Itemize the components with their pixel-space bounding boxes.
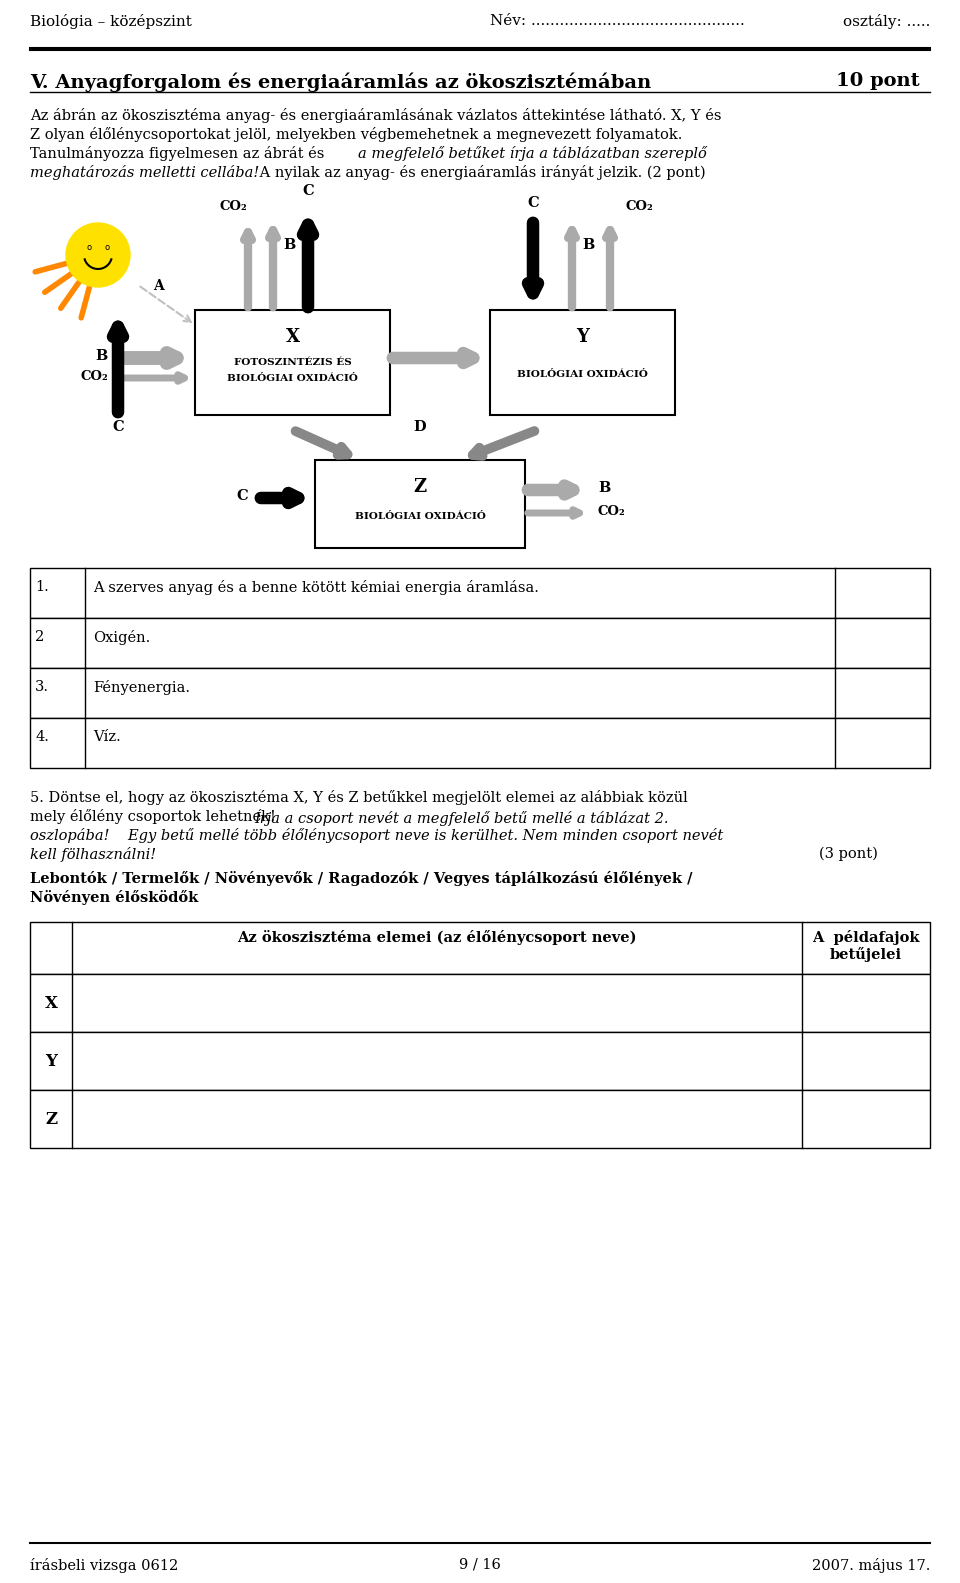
Text: B: B <box>96 348 108 363</box>
Text: A szerves anyag és a benne kötött kémiai energia áramlása.: A szerves anyag és a benne kötött kémiai… <box>93 579 539 595</box>
Text: FOTOSZINTÉZIS ÉS: FOTOSZINTÉZIS ÉS <box>233 358 351 367</box>
Text: C: C <box>527 196 539 211</box>
Text: Oxigén.: Oxigén. <box>93 630 151 644</box>
Text: osztály: .....: osztály: ..... <box>843 14 930 28</box>
Text: 2007. május 17.: 2007. május 17. <box>811 1558 930 1574</box>
Bar <box>30 974 930 1032</box>
Text: Az ökoszisztéma elemei (az élőlénycsoport neve): Az ökoszisztéma elemei (az élőlénycsopor… <box>237 929 636 945</box>
Bar <box>30 617 930 668</box>
Text: Y: Y <box>45 1053 57 1070</box>
Text: kell fölhasználni!: kell fölhasználni! <box>30 847 156 863</box>
Text: BIOLÓGIAI OXIDÁCIÓ: BIOLÓGIAI OXIDÁCIÓ <box>517 370 648 378</box>
Text: A  példafajok
betűjelei: A példafajok betűjelei <box>812 929 920 962</box>
Text: Fényenergia.: Fényenergia. <box>93 681 190 695</box>
Text: Tanulmányozza figyelmesen az ábrát és: Tanulmányozza figyelmesen az ábrát és <box>30 146 329 161</box>
Text: 1.: 1. <box>35 579 49 594</box>
Text: Z: Z <box>45 1111 57 1127</box>
Text: CO₂: CO₂ <box>598 505 626 518</box>
Text: X: X <box>285 328 300 347</box>
Text: Lebontók / Termelők / Növényevők / Ragadozók / Vegyes táplálkozású élőlények /: Lebontók / Termelők / Növényevők / Ragad… <box>30 871 692 886</box>
Bar <box>490 310 675 415</box>
Text: C: C <box>112 419 124 434</box>
Text: Növényen élősködők: Növényen élősködők <box>30 890 199 905</box>
Text: (3 pont): (3 pont) <box>819 847 878 861</box>
Text: C: C <box>302 184 314 198</box>
Text: Z olyan élőlénycsoportokat jelöl, melyekben végbemehetnek a megnevezett folyamat: Z olyan élőlénycsoportokat jelöl, melyek… <box>30 127 683 142</box>
Circle shape <box>66 223 130 287</box>
Text: BIOLÓGIAI OXIDÁCIÓ: BIOLÓGIAI OXIDÁCIÓ <box>354 511 486 521</box>
Text: Írja a csoport nevét a megfelelő betű mellé a táblázat 2.: Írja a csoport nevét a megfelelő betű me… <box>254 809 668 826</box>
Text: B: B <box>598 481 611 495</box>
Text: Név: .............................................: Név: ...................................… <box>490 14 745 28</box>
Bar <box>315 461 525 548</box>
Text: Y: Y <box>576 328 588 347</box>
Bar <box>30 1091 930 1148</box>
Text: o: o <box>105 242 109 252</box>
Text: Az ábrán az ökoszisztéma anyag- és energiaáramlásának vázlatos áttekintése látha: Az ábrán az ökoszisztéma anyag- és energ… <box>30 108 722 123</box>
Text: a megfelelő betűket írja a táblázatban szereplő: a megfelelő betűket írja a táblázatban s… <box>358 146 707 161</box>
Bar <box>30 1032 930 1091</box>
Text: írásbeli vizsga 0612: írásbeli vizsga 0612 <box>30 1558 179 1574</box>
Text: X: X <box>44 994 58 1012</box>
Text: A: A <box>153 279 163 293</box>
Text: 5. Döntse el, hogy az ökoszisztéma X, Y és Z betűkkel megjelölt elemei az alábbi: 5. Döntse el, hogy az ökoszisztéma X, Y … <box>30 790 687 806</box>
Text: C: C <box>236 489 248 503</box>
Text: 2: 2 <box>35 630 44 644</box>
Text: B: B <box>582 237 594 252</box>
Text: B: B <box>283 237 296 252</box>
Bar <box>30 568 930 617</box>
Text: A nyilak az anyag- és energiaáramlás irányát jelzik. (2 pont): A nyilak az anyag- és energiaáramlás irá… <box>255 165 706 180</box>
Text: D: D <box>414 419 426 434</box>
Bar <box>30 668 930 719</box>
Text: 9 / 16: 9 / 16 <box>459 1558 501 1572</box>
Text: oszlopába!    Egy betű mellé több élőlénycsoport neve is kerülhet. Nem minden cs: oszlopába! Egy betű mellé több élőlénycs… <box>30 828 723 844</box>
Text: o: o <box>86 242 91 252</box>
Text: 3.: 3. <box>35 681 49 693</box>
Text: CO₂: CO₂ <box>625 199 653 214</box>
Text: CO₂: CO₂ <box>219 199 247 214</box>
Bar <box>30 719 930 768</box>
Text: BIOLÓGIAI OXIDÁCIÓ: BIOLÓGIAI OXIDÁCIÓ <box>228 374 358 383</box>
Text: Z: Z <box>414 478 426 495</box>
Bar <box>30 921 930 974</box>
Text: CO₂: CO₂ <box>81 369 108 383</box>
Text: Víz.: Víz. <box>93 730 121 744</box>
Text: mely élőlény csoportok lehetnek!: mely élőlény csoportok lehetnek! <box>30 809 280 825</box>
Bar <box>195 310 390 415</box>
Text: Biológia – középszint: Biológia – középszint <box>30 14 192 28</box>
Text: 4.: 4. <box>35 730 49 744</box>
Text: 10 pont: 10 pont <box>836 71 920 90</box>
Text: V. Anyagforgalom és energiaáramlás az ökoszisztémában: V. Anyagforgalom és energiaáramlás az ök… <box>30 71 651 92</box>
Text: meghatározás melletti cellába!: meghatározás melletti cellába! <box>30 165 259 180</box>
